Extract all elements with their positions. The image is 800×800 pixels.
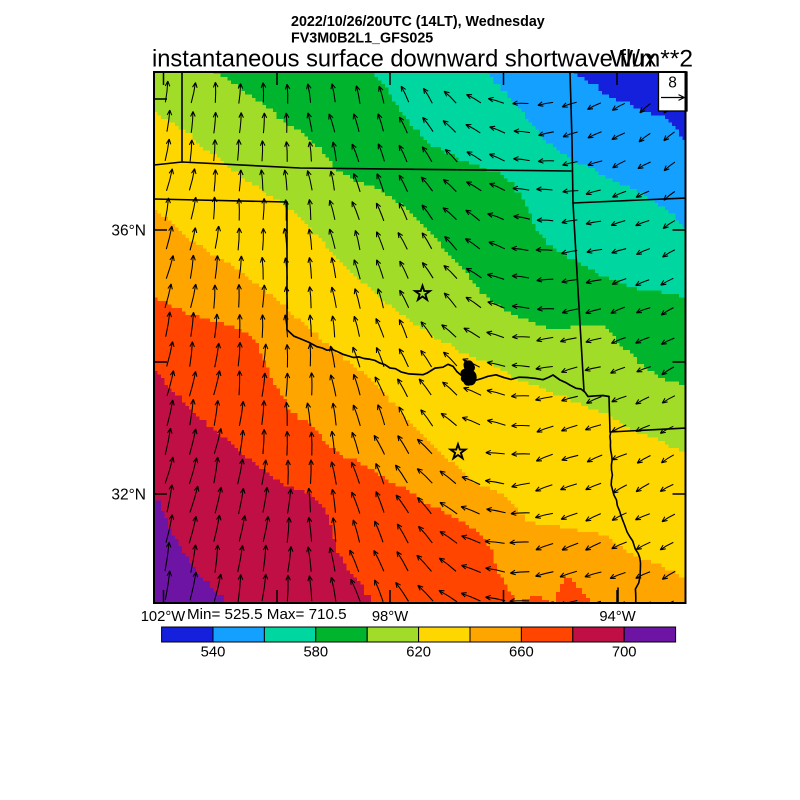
svg-text:94°W: 94°W <box>599 609 635 625</box>
svg-text:98°W: 98°W <box>372 609 408 625</box>
svg-text:580: 580 <box>303 645 328 661</box>
svg-text:102°W: 102°W <box>141 609 186 625</box>
svg-text:660: 660 <box>509 645 534 661</box>
svg-text:32°N: 32°N <box>111 487 146 504</box>
svg-text:2022/10/26/20UTC (14LT), Wedne: 2022/10/26/20UTC (14LT), Wednesday <box>291 14 545 30</box>
svg-text:instantaneous surface downward: instantaneous surface downward shortwave… <box>152 47 656 73</box>
svg-text:Min= 525.5 Max= 710.5: Min= 525.5 Max= 710.5 <box>187 606 347 623</box>
svg-text:36°N: 36°N <box>111 223 146 240</box>
svg-text:540: 540 <box>201 645 226 661</box>
svg-text:W/m**2: W/m**2 <box>610 46 693 73</box>
svg-text:FV3M0B2L1_GFS025: FV3M0B2L1_GFS025 <box>291 31 433 47</box>
svg-text:8: 8 <box>668 75 677 92</box>
svg-text:620: 620 <box>406 645 431 661</box>
svg-text:700: 700 <box>612 645 637 661</box>
